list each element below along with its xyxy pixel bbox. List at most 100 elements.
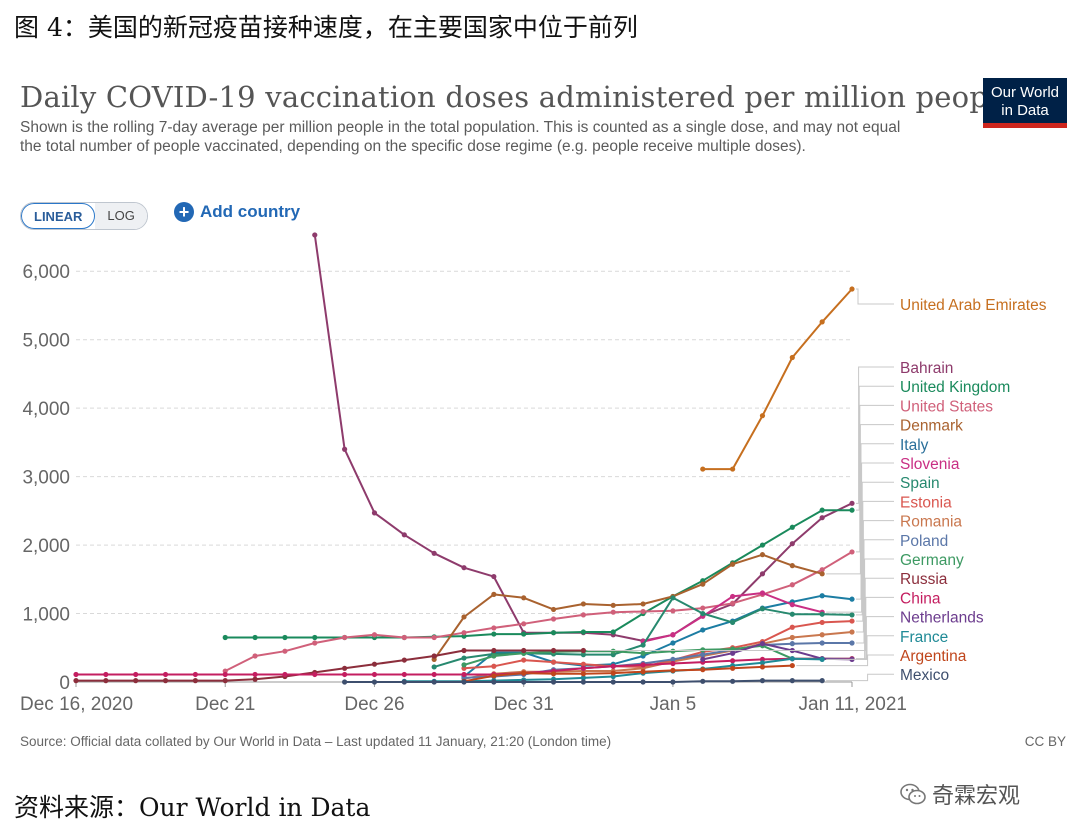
data-point[interactable] [521, 679, 527, 685]
data-point[interactable] [610, 629, 616, 635]
data-point[interactable] [610, 679, 616, 685]
series-label[interactable]: Germany [900, 552, 964, 569]
data-point[interactable] [282, 634, 288, 641]
data-point[interactable] [580, 661, 586, 667]
data-point[interactable] [521, 631, 527, 637]
data-point[interactable] [819, 515, 825, 521]
license-link[interactable]: CC BY [1024, 734, 1066, 749]
data-point[interactable] [282, 671, 288, 678]
series-russia[interactable] [73, 647, 586, 684]
data-point[interactable] [640, 669, 646, 675]
series-label[interactable]: United States [900, 398, 993, 415]
data-point[interactable] [759, 590, 766, 596]
linear-scale-button[interactable]: LINEAR [21, 203, 96, 229]
data-point[interactable] [670, 667, 676, 673]
data-point[interactable] [819, 593, 825, 599]
data-point[interactable] [550, 679, 557, 685]
data-point[interactable] [491, 673, 497, 679]
data-point[interactable] [162, 678, 169, 684]
data-point[interactable] [342, 634, 348, 641]
data-point[interactable] [759, 660, 766, 666]
series-label[interactable]: Romania [900, 514, 962, 531]
data-point[interactable] [521, 595, 527, 601]
series-united-states[interactable] [222, 549, 855, 674]
data-point[interactable] [461, 679, 467, 685]
data-point[interactable] [342, 671, 348, 678]
data-point[interactable] [431, 634, 437, 641]
data-point[interactable] [401, 657, 407, 663]
series-label[interactable]: Estonia [900, 494, 952, 511]
data-point[interactable] [580, 647, 586, 654]
data-point[interactable] [759, 571, 766, 577]
data-point[interactable] [580, 601, 586, 607]
data-point[interactable] [789, 524, 795, 530]
data-point[interactable] [819, 567, 825, 573]
data-point[interactable] [670, 660, 676, 667]
data-point[interactable] [521, 647, 527, 654]
data-point[interactable] [849, 618, 855, 624]
series-argentina[interactable] [461, 662, 795, 684]
data-point[interactable] [670, 595, 676, 601]
data-point[interactable] [610, 663, 616, 669]
data-point[interactable] [491, 573, 497, 580]
data-point[interactable] [700, 627, 706, 633]
data-point[interactable] [162, 671, 169, 678]
data-point[interactable] [103, 671, 109, 678]
data-point[interactable] [640, 662, 646, 668]
data-point[interactable] [580, 679, 586, 685]
data-point[interactable] [700, 667, 706, 673]
data-point[interactable] [461, 647, 467, 654]
data-point[interactable] [371, 661, 378, 667]
data-point[interactable] [550, 630, 557, 636]
data-point[interactable] [550, 616, 557, 622]
data-point[interactable] [371, 671, 378, 678]
data-point[interactable] [431, 679, 437, 685]
data-point[interactable] [849, 640, 855, 646]
data-point[interactable] [789, 634, 795, 641]
data-point[interactable] [730, 665, 736, 671]
data-point[interactable] [789, 541, 795, 547]
data-point[interactable] [759, 641, 766, 647]
data-point[interactable] [550, 606, 557, 613]
data-point[interactable] [819, 632, 825, 638]
data-point[interactable] [491, 591, 497, 597]
data-point[interactable] [819, 571, 825, 577]
series-line[interactable] [702, 288, 853, 471]
series-line[interactable] [225, 509, 852, 639]
series-line[interactable] [76, 649, 584, 682]
data-point[interactable] [670, 632, 676, 638]
series-label[interactable]: Netherlands [900, 610, 984, 627]
data-point[interactable] [312, 671, 318, 678]
series-label[interactable]: Spain [900, 475, 940, 492]
data-point[interactable] [789, 582, 795, 588]
data-point[interactable] [252, 653, 258, 659]
series-label[interactable]: Denmark [900, 418, 963, 435]
data-point[interactable] [342, 446, 348, 452]
data-point[interactable] [461, 662, 467, 668]
series-line[interactable] [224, 551, 853, 672]
data-point[interactable] [849, 596, 855, 602]
data-point[interactable] [491, 631, 497, 637]
data-point[interactable] [789, 354, 795, 361]
series-line[interactable] [463, 664, 793, 683]
data-point[interactable] [610, 602, 616, 608]
data-point[interactable] [491, 663, 497, 669]
data-point[interactable] [789, 611, 795, 617]
data-point[interactable] [700, 656, 706, 663]
data-point[interactable] [73, 671, 79, 678]
data-point[interactable] [640, 642, 646, 648]
data-point[interactable] [312, 634, 318, 641]
data-point[interactable] [849, 507, 855, 513]
data-point[interactable] [431, 550, 437, 556]
data-point[interactable] [580, 671, 586, 677]
data-point[interactable] [312, 232, 318, 238]
data-point[interactable] [461, 671, 467, 678]
data-point[interactable] [789, 602, 795, 608]
series-bahrain[interactable] [312, 232, 855, 644]
data-point[interactable] [819, 319, 825, 325]
data-point[interactable] [640, 601, 646, 607]
data-point[interactable] [282, 648, 288, 654]
data-point[interactable] [789, 563, 795, 569]
owid-logo[interactable]: Our World in Data [983, 78, 1067, 128]
data-point[interactable] [550, 671, 557, 677]
